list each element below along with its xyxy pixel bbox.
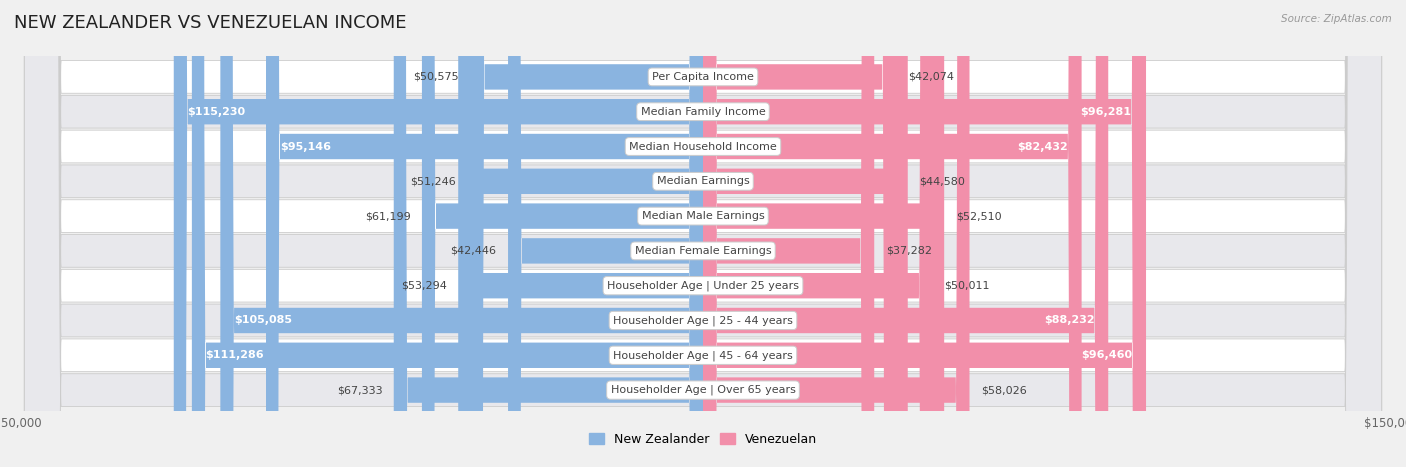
Text: $50,575: $50,575 [413, 72, 460, 82]
Text: $105,085: $105,085 [235, 316, 292, 325]
FancyBboxPatch shape [703, 0, 908, 467]
Text: Source: ZipAtlas.com: Source: ZipAtlas.com [1281, 14, 1392, 24]
FancyBboxPatch shape [174, 0, 703, 467]
Text: Median Household Income: Median Household Income [628, 142, 778, 151]
Text: Median Male Earnings: Median Male Earnings [641, 211, 765, 221]
FancyBboxPatch shape [394, 0, 703, 467]
Text: Householder Age | 45 - 64 years: Householder Age | 45 - 64 years [613, 350, 793, 361]
FancyBboxPatch shape [221, 0, 703, 467]
Text: $61,199: $61,199 [364, 211, 411, 221]
FancyBboxPatch shape [24, 0, 1382, 467]
FancyBboxPatch shape [422, 0, 703, 467]
Text: $95,146: $95,146 [280, 142, 330, 151]
Text: Median Earnings: Median Earnings [657, 177, 749, 186]
FancyBboxPatch shape [24, 0, 1382, 467]
Text: $52,510: $52,510 [956, 211, 1001, 221]
FancyBboxPatch shape [24, 0, 1382, 467]
FancyBboxPatch shape [24, 0, 1382, 467]
FancyBboxPatch shape [468, 0, 703, 467]
Text: $96,281: $96,281 [1080, 107, 1132, 117]
Text: Householder Age | Under 25 years: Householder Age | Under 25 years [607, 281, 799, 291]
FancyBboxPatch shape [703, 0, 1108, 467]
Text: Householder Age | Over 65 years: Householder Age | Over 65 years [610, 385, 796, 396]
FancyBboxPatch shape [24, 0, 1382, 467]
Text: $51,246: $51,246 [411, 177, 456, 186]
Text: $50,011: $50,011 [945, 281, 990, 290]
FancyBboxPatch shape [471, 0, 703, 467]
Text: $53,294: $53,294 [401, 281, 447, 290]
Text: $111,286: $111,286 [205, 350, 264, 360]
Text: Per Capita Income: Per Capita Income [652, 72, 754, 82]
FancyBboxPatch shape [508, 0, 703, 467]
FancyBboxPatch shape [24, 0, 1382, 467]
FancyBboxPatch shape [266, 0, 703, 467]
Text: $44,580: $44,580 [920, 177, 965, 186]
Text: Householder Age | 25 - 44 years: Householder Age | 25 - 44 years [613, 315, 793, 326]
FancyBboxPatch shape [703, 0, 970, 467]
Text: $37,282: $37,282 [886, 246, 932, 256]
FancyBboxPatch shape [703, 0, 1081, 467]
Text: Median Family Income: Median Family Income [641, 107, 765, 117]
Text: $115,230: $115,230 [187, 107, 246, 117]
Text: Median Female Earnings: Median Female Earnings [634, 246, 772, 256]
FancyBboxPatch shape [458, 0, 703, 467]
Text: $58,026: $58,026 [981, 385, 1026, 395]
Text: NEW ZEALANDER VS VENEZUELAN INCOME: NEW ZEALANDER VS VENEZUELAN INCOME [14, 14, 406, 32]
Text: $67,333: $67,333 [336, 385, 382, 395]
Legend: New Zealander, Venezuelan: New Zealander, Venezuelan [585, 428, 821, 451]
FancyBboxPatch shape [703, 0, 875, 467]
FancyBboxPatch shape [703, 0, 1146, 467]
FancyBboxPatch shape [24, 0, 1382, 467]
FancyBboxPatch shape [24, 0, 1382, 467]
FancyBboxPatch shape [703, 0, 945, 467]
Text: $42,074: $42,074 [908, 72, 953, 82]
Text: $96,460: $96,460 [1081, 350, 1132, 360]
FancyBboxPatch shape [191, 0, 703, 467]
FancyBboxPatch shape [703, 0, 1146, 467]
FancyBboxPatch shape [703, 0, 932, 467]
Text: $88,232: $88,232 [1043, 316, 1094, 325]
FancyBboxPatch shape [24, 0, 1382, 467]
Text: $82,432: $82,432 [1017, 142, 1067, 151]
FancyBboxPatch shape [24, 0, 1382, 467]
FancyBboxPatch shape [703, 0, 896, 467]
Text: $42,446: $42,446 [450, 246, 496, 256]
